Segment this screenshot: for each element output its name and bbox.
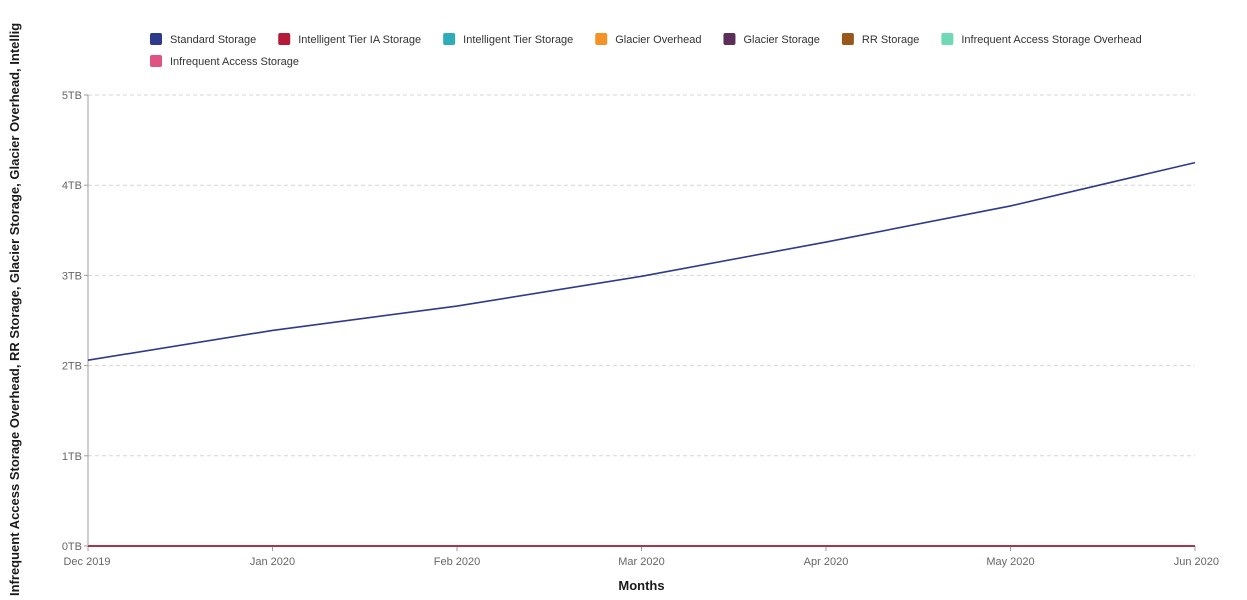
x-tick-label: Dec 2019 [63, 556, 110, 568]
legend-label: Intelligent Tier Storage [463, 34, 573, 46]
y-tick-label: 0TB [62, 541, 82, 553]
legend-swatch [723, 33, 736, 45]
legend-swatch [941, 33, 954, 45]
legend-swatch [595, 33, 608, 45]
x-tick-label: Apr 2020 [804, 556, 849, 568]
series-lines [87, 161, 1196, 547]
legend-swatch [150, 55, 162, 67]
grid-lines [88, 94, 1195, 457]
y-tick-label: 5TB [62, 90, 82, 102]
legend-item[interactable]: Glacier Overhead [595, 33, 701, 46]
legend-swatch [150, 33, 162, 45]
x-tick-label: Jan 2020 [250, 556, 295, 568]
y-tick-label: 2TB [62, 361, 82, 373]
y-tick-label: 4TB [62, 180, 82, 192]
y-axis-title: Infrequent Access Storage Overhead, RR S… [7, 23, 22, 596]
x-tick-label: May 2020 [986, 556, 1034, 568]
legend-item[interactable]: Intelligent Tier Storage [443, 33, 573, 46]
y-tick-label: 3TB [62, 270, 82, 282]
x-tick-label: Feb 2020 [434, 556, 480, 568]
y-tick-label: 1TB [62, 451, 82, 463]
legend-item[interactable]: Infrequent Access Storage [150, 55, 299, 68]
legend-swatch [443, 33, 456, 45]
legend-label: Intelligent Tier IA Storage [298, 34, 421, 46]
legend-label: Standard Storage [170, 34, 256, 46]
legend-label: Infrequent Access Storage Overhead [961, 34, 1141, 46]
legend-label: Glacier Storage [743, 34, 819, 46]
legend-item[interactable]: RR Storage [841, 33, 919, 46]
legend-item[interactable]: Infrequent Access Storage Overhead [941, 33, 1142, 46]
axes: 0TB 1TB 2TB 3TB 4TB 5TB Dec 2019 Jan 2020 Feb 20… [62, 90, 1219, 568]
legend-swatch [278, 33, 291, 45]
legend-item[interactable]: Glacier Storage [723, 33, 820, 46]
legend: Standard Storage Intelligent Tier IA Stor… [150, 33, 1142, 68]
legend-label: Glacier Overhead [615, 34, 701, 46]
legend-label: RR Storage [862, 34, 919, 46]
series-line-standard-storage[interactable] [87, 161, 1196, 361]
legend-label: Infrequent Access Storage [170, 56, 299, 68]
x-tick-label: Jun 2020 [1174, 556, 1219, 568]
legend-item[interactable]: Standard Storage [150, 33, 256, 46]
x-axis-title: Months [618, 578, 664, 593]
x-tick-label: Mar 2020 [618, 556, 664, 568]
legend-item[interactable]: Intelligent Tier IA Storage [278, 33, 421, 46]
legend-swatch [841, 33, 854, 45]
